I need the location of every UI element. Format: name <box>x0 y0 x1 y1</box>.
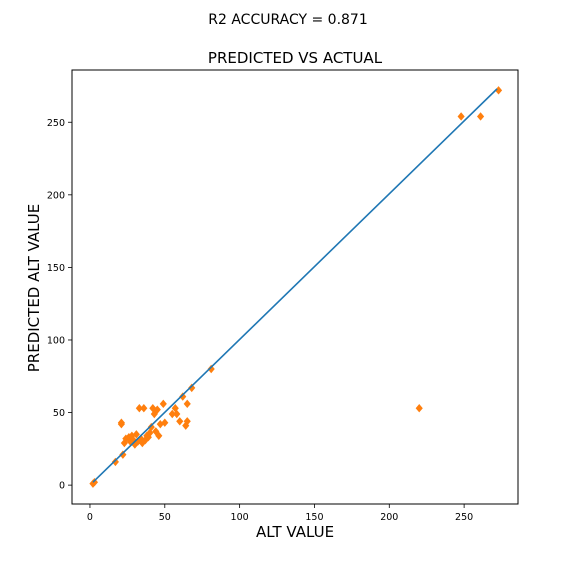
y-tick-label: 250 <box>47 118 65 129</box>
y-axis-label: PREDICTED ALT VALUE <box>25 204 43 372</box>
data-point <box>415 404 423 413</box>
data-point <box>155 431 163 440</box>
x-tick-label: 200 <box>380 512 398 523</box>
data-point <box>176 417 184 426</box>
data-point <box>147 422 155 432</box>
data-point <box>153 405 161 414</box>
chart-title: PREDICTED VS ACTUAL <box>208 49 383 67</box>
x-tick-label: 150 <box>305 512 323 523</box>
x-tick-label: 100 <box>231 512 249 523</box>
data-point <box>494 86 503 95</box>
x-axis-label: ALT VALUE <box>256 523 334 541</box>
data-point <box>119 450 127 459</box>
y-tick-label: 0 <box>59 481 65 492</box>
y-tick-label: 50 <box>53 408 65 419</box>
data-point <box>477 112 485 121</box>
data-point <box>120 438 128 448</box>
axes-frame <box>71 69 519 505</box>
data-point <box>159 399 167 409</box>
data-point <box>117 418 125 427</box>
y-tick-label: 200 <box>47 190 65 201</box>
data-point <box>183 399 191 409</box>
data-point <box>183 417 191 426</box>
plot-area: 0 50 100 150 200 250 0 50 100 150 200 250 <box>47 86 503 523</box>
data-point <box>173 409 181 419</box>
data-point <box>132 430 140 439</box>
data-point <box>135 404 143 413</box>
data-point <box>161 418 169 427</box>
chart-suptitle: R2 ACCURACY = 0.871 <box>208 12 368 28</box>
data-point <box>179 392 187 401</box>
x-tick-label: 0 <box>87 512 93 523</box>
data-point <box>188 383 196 393</box>
x-tick-label: 50 <box>159 512 171 523</box>
data-point <box>207 364 215 374</box>
data-point <box>111 457 119 467</box>
y-tick-label: 150 <box>47 263 65 274</box>
x-tick-label: 250 <box>455 512 473 523</box>
data-point <box>140 404 148 413</box>
data-point <box>168 409 176 419</box>
data-point <box>457 112 465 121</box>
fit-line <box>92 88 498 483</box>
y-tick-label: 100 <box>47 335 65 346</box>
